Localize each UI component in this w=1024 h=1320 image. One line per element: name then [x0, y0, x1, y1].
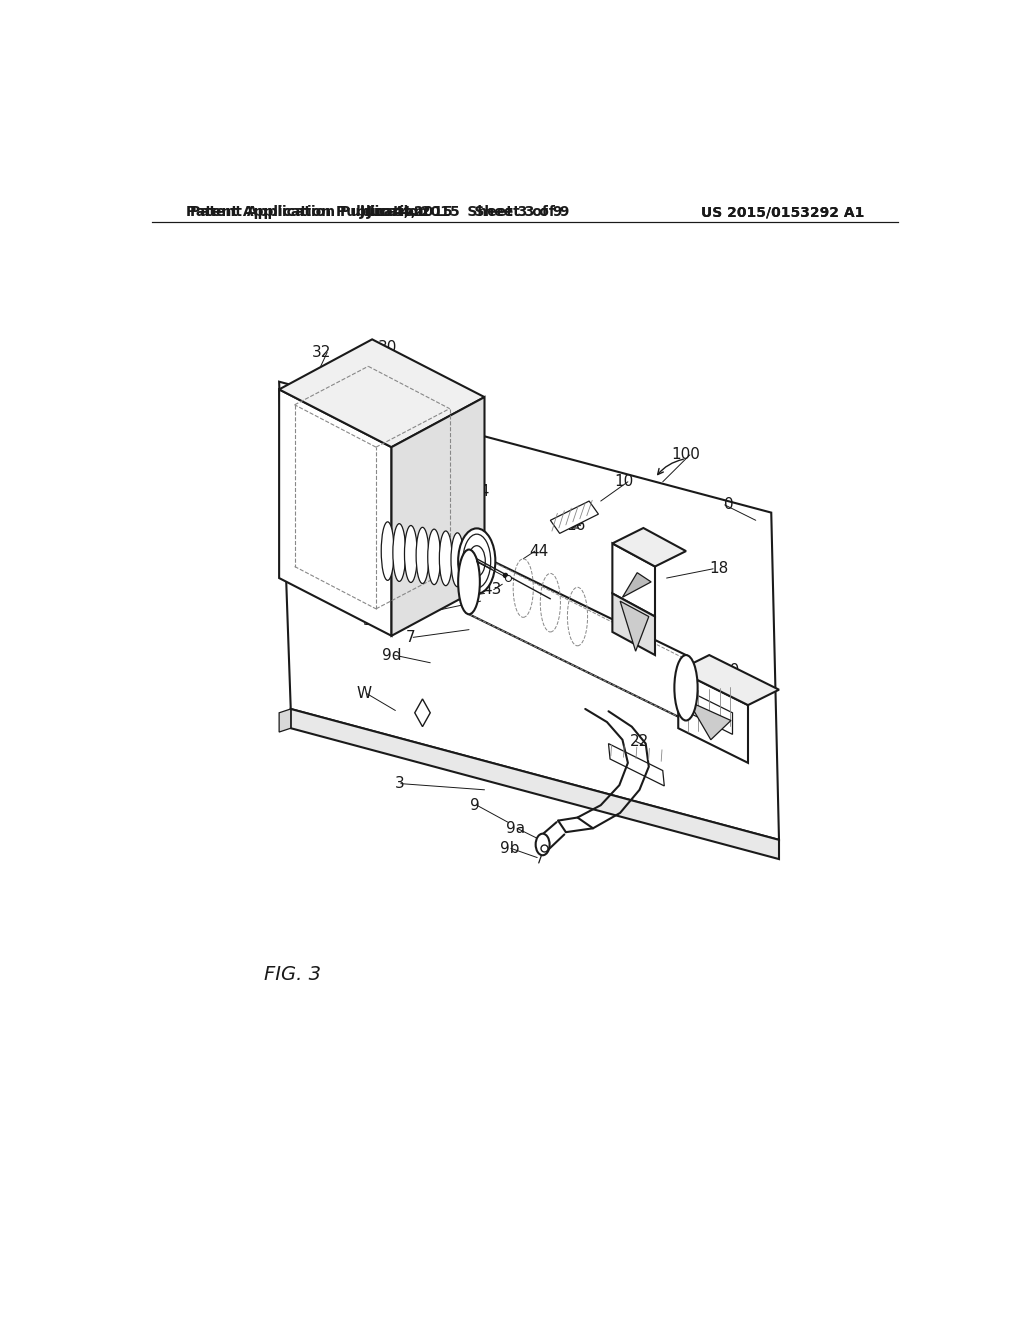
Polygon shape	[612, 544, 655, 616]
Text: 9b: 9b	[500, 841, 519, 855]
Polygon shape	[621, 601, 649, 651]
Text: 18: 18	[709, 561, 728, 577]
Ellipse shape	[451, 533, 464, 586]
Text: Jun. 4, 2015   Sheet 3 of 9: Jun. 4, 2015 Sheet 3 of 9	[368, 206, 570, 219]
Polygon shape	[280, 339, 484, 447]
Text: 9d: 9d	[382, 648, 401, 663]
Ellipse shape	[675, 655, 697, 721]
Text: 22: 22	[630, 734, 649, 748]
Text: 34: 34	[471, 483, 490, 499]
Ellipse shape	[458, 528, 496, 594]
Ellipse shape	[428, 529, 440, 585]
Polygon shape	[280, 709, 291, 733]
Text: 52(42): 52(42)	[371, 598, 421, 612]
Text: 20: 20	[721, 663, 740, 678]
Polygon shape	[678, 671, 748, 763]
Polygon shape	[678, 655, 779, 705]
Ellipse shape	[536, 834, 550, 855]
Ellipse shape	[381, 521, 394, 581]
Ellipse shape	[458, 549, 480, 614]
Ellipse shape	[416, 527, 429, 583]
Text: 10: 10	[614, 474, 634, 490]
Text: Patent Application Publication: Patent Application Publication	[190, 206, 428, 219]
Polygon shape	[550, 502, 598, 533]
Text: 7: 7	[407, 630, 416, 645]
Ellipse shape	[393, 524, 406, 581]
Text: W: W	[356, 686, 372, 701]
Polygon shape	[612, 594, 655, 655]
Ellipse shape	[404, 525, 417, 582]
Text: 100: 100	[672, 447, 700, 462]
Polygon shape	[612, 528, 686, 566]
Text: 3: 3	[394, 776, 404, 791]
Text: 16: 16	[566, 519, 586, 533]
Polygon shape	[415, 700, 430, 726]
Polygon shape	[280, 381, 779, 840]
Ellipse shape	[474, 536, 487, 589]
Polygon shape	[280, 389, 391, 636]
Text: FIG. 3: FIG. 3	[263, 965, 321, 985]
Ellipse shape	[463, 535, 475, 587]
Text: Patent Application Publication: Patent Application Publication	[186, 206, 424, 219]
Text: 36: 36	[382, 536, 401, 550]
Text: Jun. 4, 2015   Sheet 3 of 9: Jun. 4, 2015 Sheet 3 of 9	[359, 206, 563, 219]
Text: 9a: 9a	[506, 821, 525, 836]
Ellipse shape	[468, 545, 485, 577]
Ellipse shape	[439, 531, 453, 586]
Polygon shape	[688, 701, 731, 739]
Polygon shape	[391, 397, 484, 636]
Text: 30: 30	[378, 339, 397, 355]
Polygon shape	[291, 709, 779, 859]
Polygon shape	[623, 573, 651, 598]
Polygon shape	[686, 689, 732, 734]
Ellipse shape	[463, 535, 490, 589]
Text: 51(41): 51(41)	[362, 612, 413, 628]
Text: 44: 44	[529, 544, 549, 558]
Text: 43: 43	[482, 582, 502, 597]
Polygon shape	[608, 743, 665, 785]
Text: 0: 0	[724, 498, 733, 512]
Text: US 2015/0153292 A1: US 2015/0153292 A1	[700, 206, 864, 219]
Text: 32: 32	[312, 345, 332, 360]
Text: US 2015/0153292 A1: US 2015/0153292 A1	[700, 206, 864, 219]
Text: 9: 9	[470, 797, 480, 813]
